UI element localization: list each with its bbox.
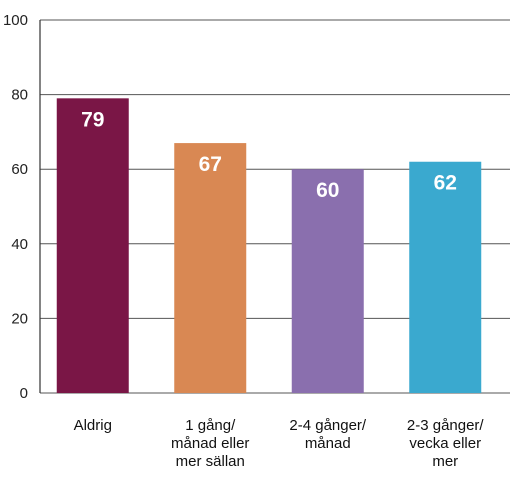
- y-tick-label-100: 100: [3, 12, 28, 29]
- category-label-line: 2-3 gånger/: [407, 417, 485, 434]
- category-label-1: Aldrig: [74, 417, 112, 434]
- category-labels: Aldrig 1 gång/månad eller mer sällan 2-4 gå…: [74, 417, 485, 470]
- category-label-line: 1 gång/: [185, 417, 236, 434]
- category-label-line: månad: [305, 435, 351, 452]
- category-label-line: månad eller: [171, 435, 249, 452]
- value-labels: 79 67 60 62: [81, 108, 457, 202]
- y-tick-label-80: 80: [11, 87, 28, 104]
- bar-1: [56, 98, 129, 393]
- y-tick-label-60: 60: [11, 161, 28, 178]
- category-label-line: Aldrig: [74, 417, 112, 434]
- category-label-2: 1 gång/månad eller mer sällan: [171, 417, 249, 470]
- y-tick-label-40: 40: [11, 236, 28, 253]
- bars: [56, 98, 482, 393]
- category-label-3: 2-4 gånger/månad: [289, 417, 367, 452]
- y-tick-label-0: 0: [20, 385, 28, 402]
- value-label-2: 67: [199, 153, 222, 176]
- value-label-1: 79: [81, 108, 104, 131]
- category-label-line: mer: [432, 453, 458, 470]
- bar-3: [291, 169, 364, 393]
- y-axis-tick-labels: 0 20 40 60 80 100: [3, 12, 28, 402]
- y-tick-label-20: 20: [11, 310, 28, 327]
- category-label-line: 2-4 gånger/: [289, 417, 367, 434]
- category-label-line: vecka eller: [409, 435, 481, 452]
- bar-4: [409, 161, 482, 393]
- value-label-3: 60: [316, 179, 339, 202]
- category-label-line: mer sällan: [176, 453, 245, 470]
- bar-2: [174, 143, 247, 393]
- value-label-4: 62: [434, 172, 457, 195]
- category-label-4: 2-3 gånger/vecka eller mer: [407, 417, 485, 470]
